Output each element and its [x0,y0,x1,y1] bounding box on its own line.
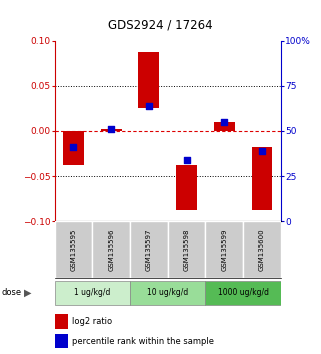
Bar [176,165,197,210]
Point [108,126,114,132]
Text: GSM135597: GSM135597 [146,228,152,271]
Point [146,103,152,109]
Text: GSM135595: GSM135595 [70,228,76,271]
Text: log2 ratio: log2 ratio [72,317,112,326]
Text: GSM135598: GSM135598 [184,228,190,271]
Point [71,144,76,150]
Text: dose: dose [2,289,22,297]
Bar [101,129,122,131]
Point [222,119,227,125]
Bar [138,52,159,108]
Point [259,148,265,154]
Bar [168,221,205,278]
Bar [205,221,243,278]
Text: percentile rank within the sample: percentile rank within the sample [72,337,214,346]
Bar [214,122,235,131]
Bar [55,281,130,305]
Bar [205,281,281,305]
Text: GSM135596: GSM135596 [108,228,114,271]
Text: GSM135599: GSM135599 [221,228,227,271]
Text: GDS2924 / 17264: GDS2924 / 17264 [108,18,213,31]
Bar [55,314,68,329]
Bar [92,221,130,278]
Bar [243,221,281,278]
Bar [55,334,68,348]
Bar [130,221,168,278]
Bar [252,147,273,210]
Text: 10 ug/kg/d: 10 ug/kg/d [147,289,188,297]
Text: GSM135600: GSM135600 [259,228,265,271]
Text: 1 ug/kg/d: 1 ug/kg/d [74,289,110,297]
Text: 1000 ug/kg/d: 1000 ug/kg/d [218,289,269,297]
Bar [63,131,84,165]
Point [184,157,189,163]
Bar [130,281,205,305]
Bar [55,221,92,278]
Text: ▶: ▶ [23,288,31,298]
